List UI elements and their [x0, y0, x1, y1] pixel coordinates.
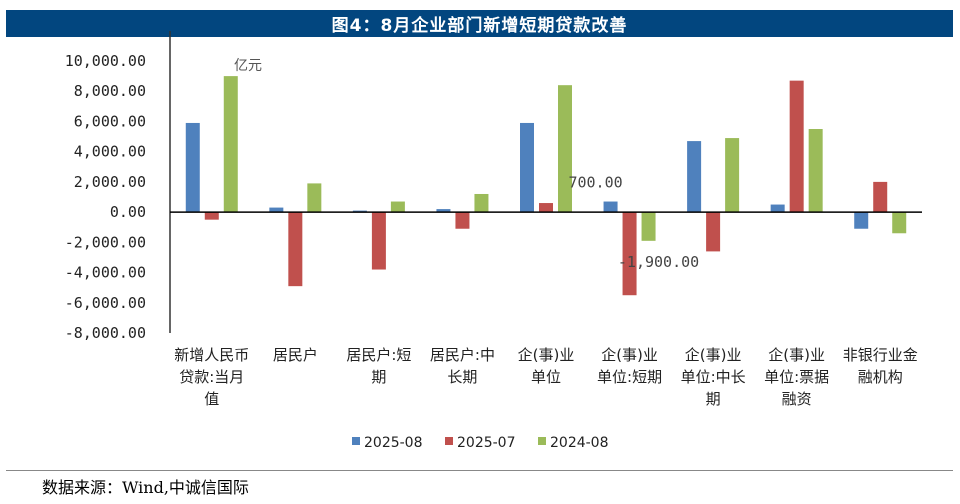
- legend-swatch: [445, 437, 453, 445]
- bar-2024-08: [641, 212, 656, 241]
- category-label: 企(事)业单位:中长期: [681, 346, 746, 408]
- bar-chart: 10,000.00 8,000.00 6,000.00 4,000.00 2,000.0…: [65, 31, 922, 451]
- bar-2025-07: [622, 212, 637, 296]
- bar-2025-08: [352, 210, 367, 213]
- y-tick-label: -4,000.00: [65, 264, 146, 282]
- y-tick-label: 6,000.00: [74, 112, 146, 130]
- data-label: -1,900.00: [618, 253, 699, 271]
- y-tick-label: -8,000.00: [65, 324, 146, 342]
- bar-2024-08: [474, 193, 489, 213]
- bar-2025-08: [269, 207, 284, 213]
- bar-2024-08: [558, 85, 572, 213]
- legend-swatch: [538, 437, 546, 445]
- legend-label: 2025-07: [457, 435, 516, 451]
- y-tick-label: -6,000.00: [65, 294, 146, 312]
- bar-2025-07: [706, 212, 721, 252]
- category-label: 非银行业金融机构: [843, 346, 918, 386]
- bar-2025-08: [436, 209, 451, 213]
- category-label: 企(事)业单位: [518, 346, 575, 386]
- category-label: 企(事)业单位:短期: [597, 346, 662, 386]
- bar-2024-08: [892, 212, 907, 234]
- bar-2025-08: [854, 212, 869, 229]
- bar-2024-08: [725, 138, 740, 213]
- unit-label: 亿元: [234, 58, 262, 74]
- y-tick-label: 8,000.00: [74, 82, 146, 100]
- legend-label: 2025-08: [364, 435, 423, 451]
- data-label: 700.00: [568, 174, 622, 192]
- y-tick-label: 4,000.00: [74, 143, 146, 161]
- category-label: 企(事)业单位:票据融资: [764, 346, 829, 408]
- bar-2025-08: [520, 122, 534, 213]
- source-note: 数据来源：Wind,中诚信国际: [42, 478, 249, 497]
- bar-2025-08: [603, 201, 618, 213]
- legend-label: 2024-08: [550, 435, 609, 451]
- y-tick-label: 2,000.00: [74, 173, 146, 191]
- bar-2025-07: [371, 212, 386, 270]
- bar-2024-08: [223, 76, 238, 213]
- bar-2025-07: [204, 212, 219, 220]
- bar-2025-08: [770, 204, 785, 213]
- category-label: 居民户:中长期: [430, 346, 495, 386]
- y-tick-label: 10,000.00: [65, 52, 146, 70]
- bar-2024-08: [808, 129, 823, 213]
- bar-2025-07: [288, 212, 303, 287]
- footer-divider: [6, 470, 953, 471]
- category-label: 居民户:短期: [346, 346, 411, 386]
- category-label: 居民户: [273, 346, 318, 364]
- bar-2025-08: [687, 141, 702, 213]
- bar-2024-08: [390, 201, 405, 213]
- bar-2025-07: [873, 181, 888, 213]
- bar-2025-07: [789, 80, 804, 213]
- y-tick-label: 0.00: [110, 203, 146, 221]
- chart-title: 图4：8月企业部门新增短期贷款改善: [6, 10, 953, 37]
- legend-swatch: [352, 437, 360, 445]
- bar-2025-08: [185, 122, 200, 213]
- category-label: 新增人民币贷款:当月值: [174, 346, 249, 408]
- bar-2024-08: [307, 183, 322, 213]
- bar-2025-07: [455, 212, 470, 229]
- y-tick-label: -2,000.00: [65, 233, 146, 251]
- bar-2025-07: [539, 203, 553, 213]
